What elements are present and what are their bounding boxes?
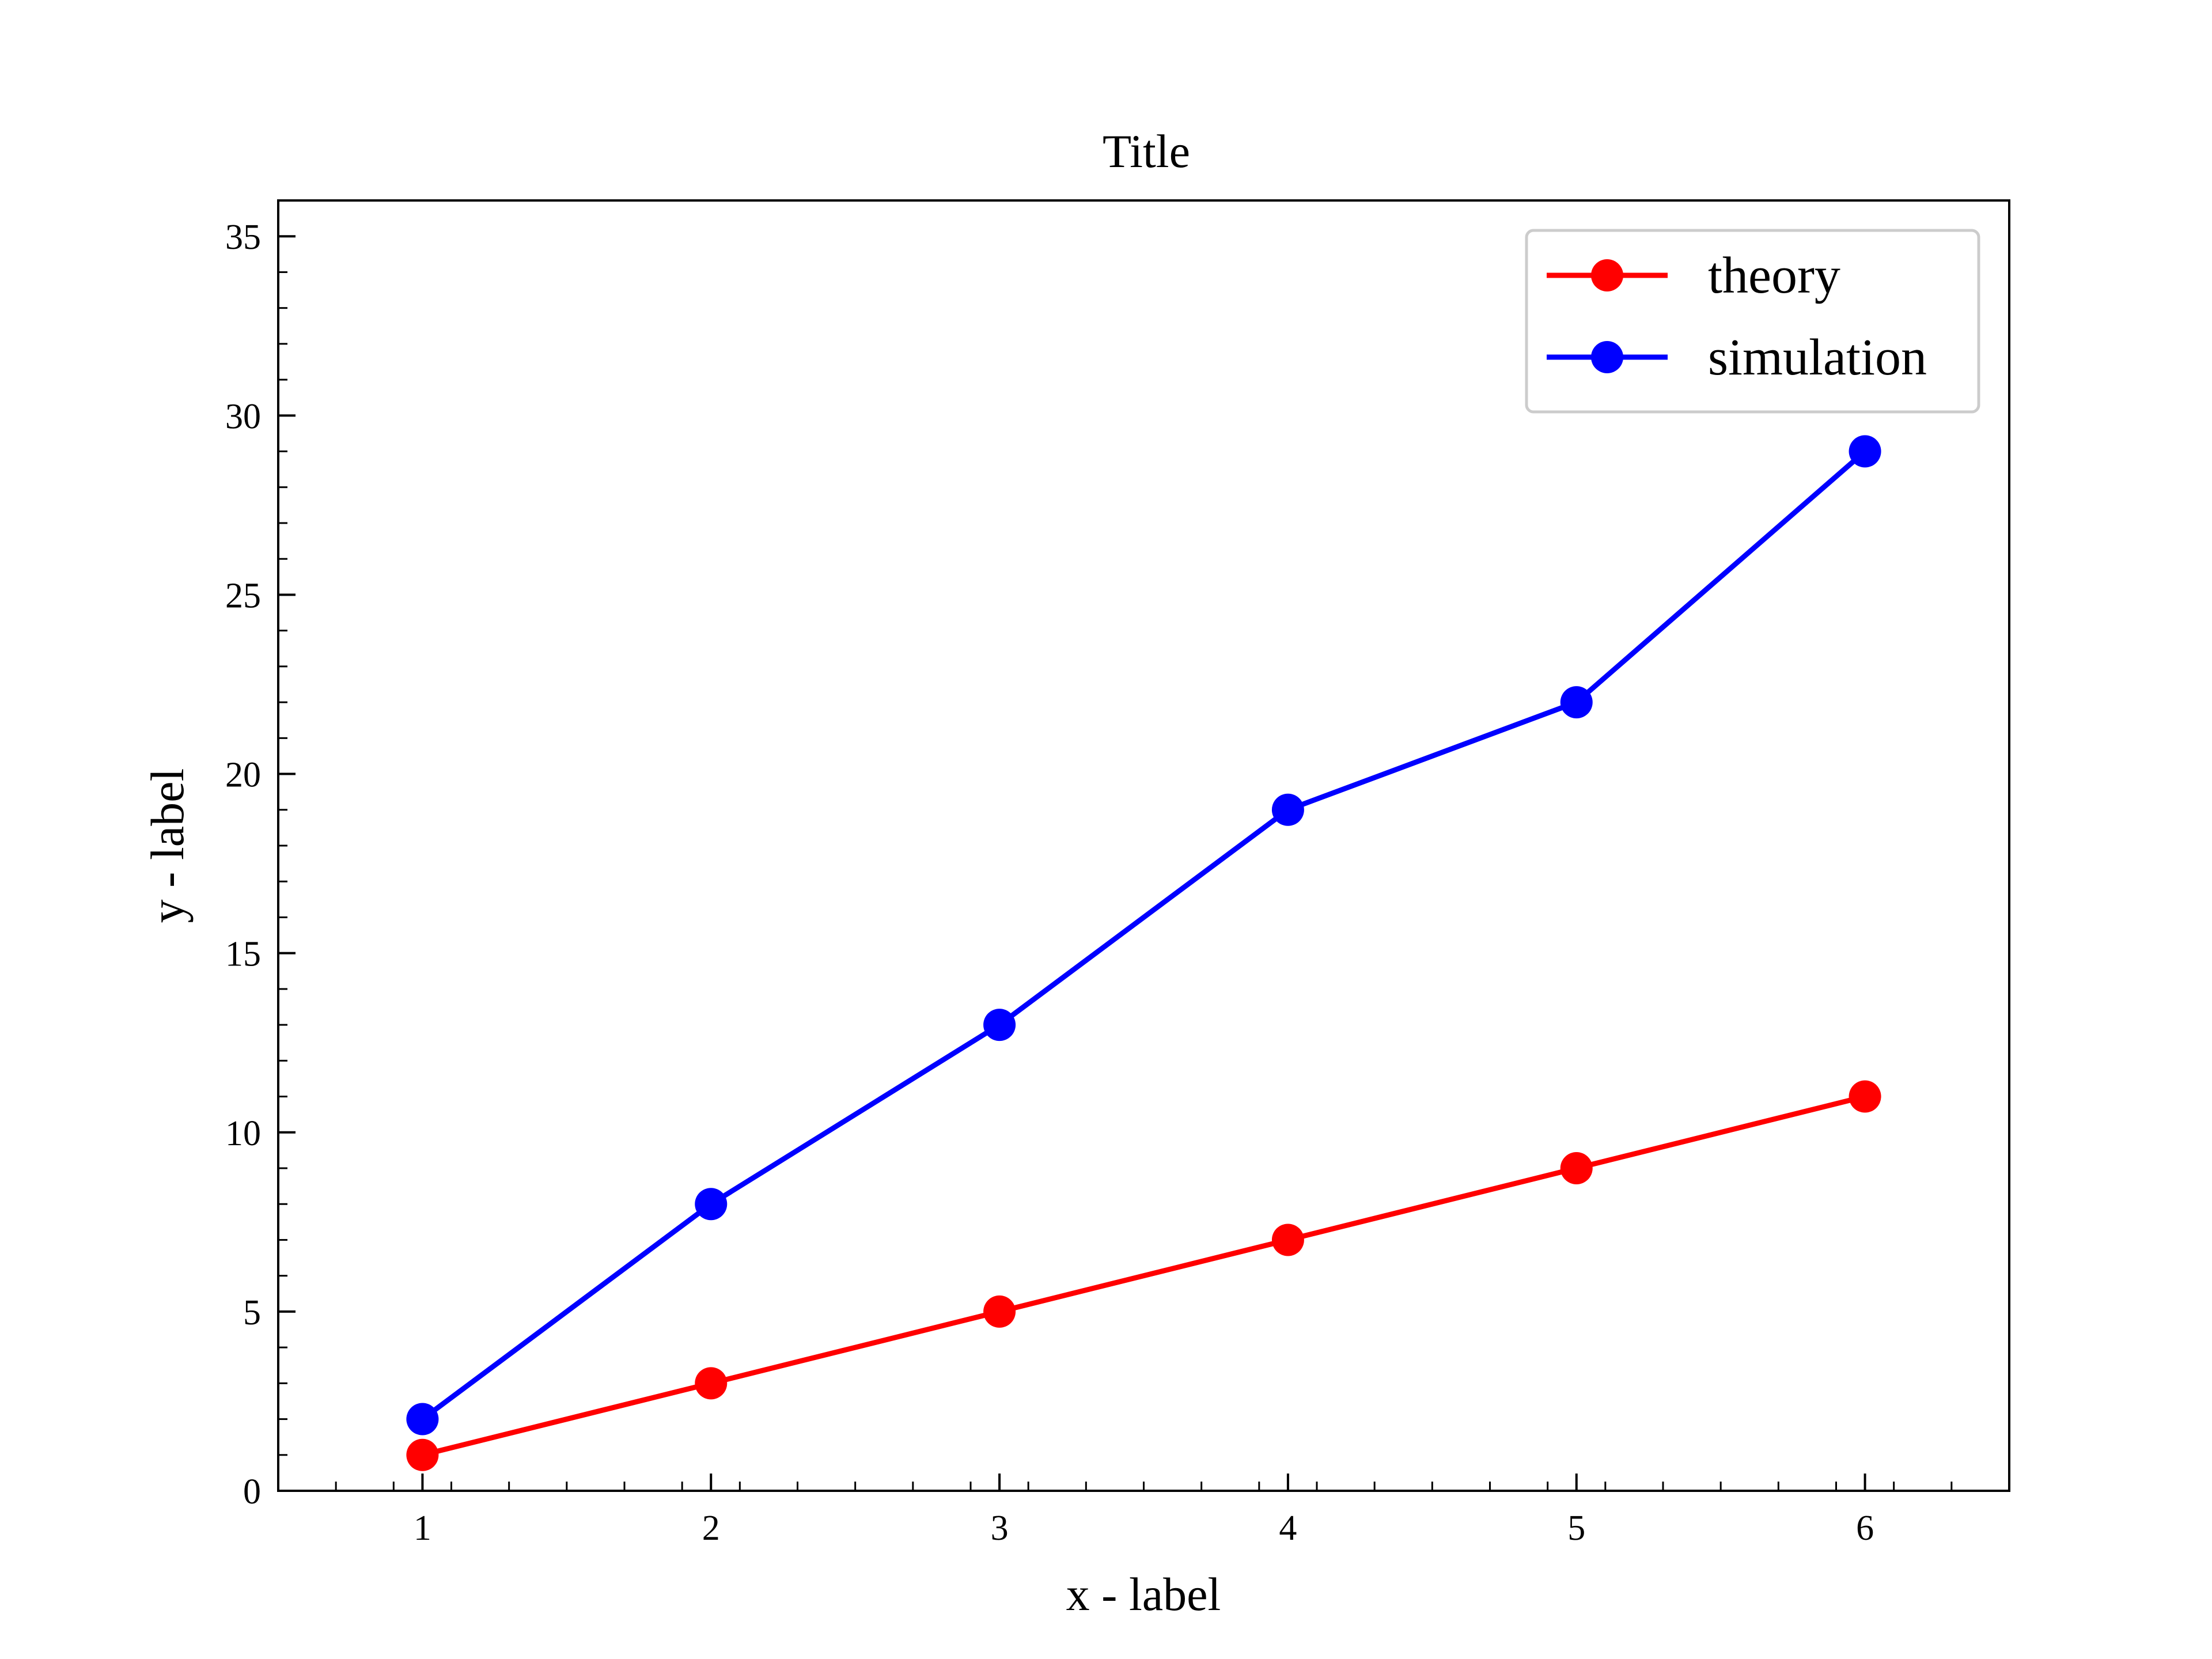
legend-label-simulation: simulation [1708,329,1927,386]
series-lines [421,449,1867,1458]
legend-label-theory: theory [1708,247,1840,304]
y-tick-label: 10 [225,1114,261,1153]
chart-title: Title [1103,125,1190,177]
axis-ticks [277,199,2010,1492]
legend: theory simulation [1525,229,1980,414]
data-point-theory [406,1438,439,1471]
x-tick-label: 3 [991,1509,1009,1548]
y-tick-label: 5 [243,1293,261,1332]
y-tick-label: 20 [225,756,261,795]
data-point-simulation [1849,435,1881,468]
data-point-simulation [983,1009,1016,1041]
tick-labels: 1 2 3 4 5 6 0 5 10 15 20 25 30 35 [225,218,1874,1548]
x-tick-label: 2 [702,1509,720,1548]
legend-entries: theory simulation [1547,247,1927,386]
data-point-theory [1271,1224,1304,1256]
x-tick-label: 1 [414,1509,431,1548]
data-point-simulation [695,1188,728,1221]
plot-frame [277,199,2010,1492]
x-tick-label: 5 [1567,1509,1585,1548]
data-point-theory [1849,1080,1881,1113]
legend-marker-theory [1591,259,1623,291]
data-point-simulation [1271,793,1304,826]
data-point-theory [695,1367,728,1400]
data-point-theory [1560,1152,1593,1184]
series-markers [406,435,1881,1471]
y-tick-label: 35 [225,218,261,257]
data-point-simulation [1560,686,1593,719]
legend-marker-simulation [1591,341,1623,373]
y-axis-label: y - label [141,768,194,923]
x-axis-label: x - label [1066,1568,1221,1620]
y-tick-label: 25 [225,576,261,615]
y-tick-label: 15 [225,935,261,974]
data-point-theory [983,1295,1016,1328]
y-tick-label: 30 [225,397,261,436]
data-point-simulation [406,1403,439,1435]
series-line-theory [422,1094,1866,1458]
series-line-simulation [421,449,1867,1422]
x-tick-label: 6 [1856,1509,1874,1548]
y-tick-label: 0 [243,1472,261,1512]
x-tick-label: 4 [1279,1509,1297,1548]
